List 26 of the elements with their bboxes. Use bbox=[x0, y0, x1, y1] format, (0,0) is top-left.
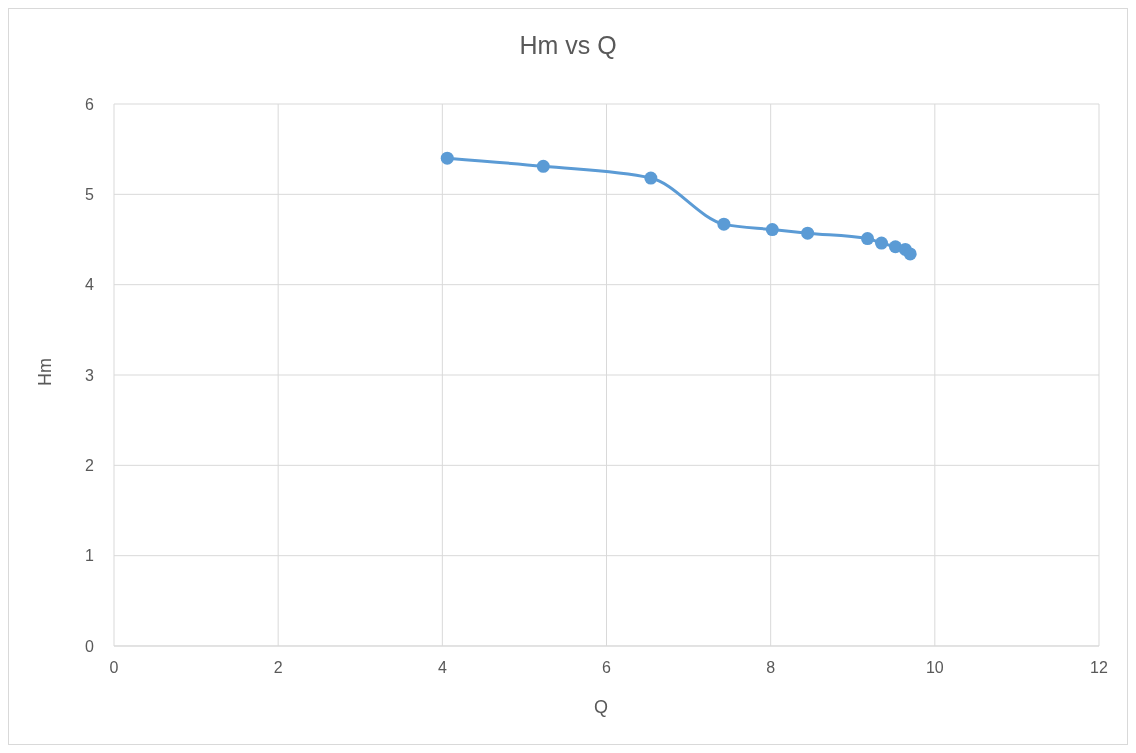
chart-title: Hm vs Q bbox=[518, 31, 618, 60]
x-tick-label: 10 bbox=[925, 659, 944, 677]
x-tick-label: 0 bbox=[109, 659, 119, 677]
point bbox=[644, 171, 658, 185]
y-tick-label: 5 bbox=[85, 186, 95, 204]
y-axis-title: Hm bbox=[34, 358, 56, 386]
point bbox=[440, 151, 454, 165]
point bbox=[801, 226, 815, 240]
x-tick-label: 4 bbox=[437, 659, 447, 677]
y-tick-label: 6 bbox=[85, 95, 95, 113]
y-tick-label: 0 bbox=[85, 637, 95, 655]
y-tick-label: 2 bbox=[85, 457, 95, 475]
x-tick-label: 2 bbox=[273, 659, 283, 677]
point bbox=[903, 247, 917, 261]
point bbox=[861, 232, 875, 246]
point bbox=[536, 159, 550, 173]
x-tick-label: 8 bbox=[766, 659, 776, 677]
x-tick-label: 12 bbox=[1090, 659, 1108, 677]
y-tick-label: 3 bbox=[85, 366, 95, 384]
point bbox=[765, 223, 779, 237]
point bbox=[874, 236, 888, 250]
y-tick-label: 1 bbox=[85, 547, 95, 565]
x-tick-label: 6 bbox=[602, 659, 612, 677]
y-tick-label: 4 bbox=[85, 276, 95, 294]
x-axis-title: Q bbox=[593, 697, 609, 718]
point bbox=[717, 217, 731, 231]
